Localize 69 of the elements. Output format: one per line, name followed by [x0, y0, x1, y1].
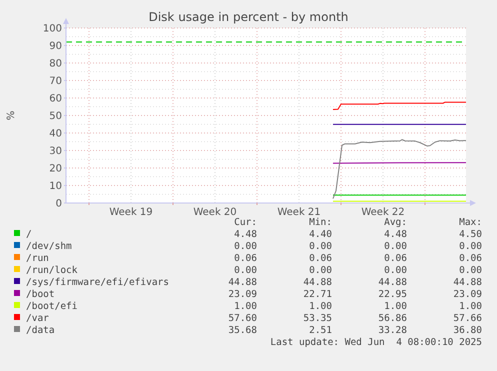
text: 0.00 [384, 265, 408, 276]
text: 4.48 [384, 229, 408, 240]
y-tick-label: 20 [49, 164, 62, 174]
y-tick-label: 40 [49, 128, 62, 140]
text: 0.06 [309, 253, 332, 264]
legend-label: / [26, 229, 32, 240]
text: 57.66 [453, 313, 482, 324]
line-series [332, 139, 466, 200]
text: 1.00 [309, 301, 332, 312]
text: 0.06 [234, 253, 258, 264]
legend-label: /boot [26, 289, 55, 300]
text: Cur: [234, 217, 257, 228]
text: 0.00 [309, 241, 332, 252]
text: 33.28 [378, 325, 408, 336]
y-tick-label: 90 [49, 41, 62, 52]
text: 35.68 [228, 325, 258, 336]
legend-label: /boot/efi [26, 301, 78, 312]
text: 23.09 [453, 289, 482, 300]
x-tick-label: Week 19 [109, 207, 153, 218]
text: Min: [309, 217, 332, 228]
text: 0.00 [234, 265, 258, 276]
y-tick-label: 30 [49, 146, 62, 157]
legend-label: /run [26, 253, 49, 264]
text: 1.00 [234, 301, 258, 312]
y-tick-label: 10 [49, 181, 62, 192]
legend-label: /data [26, 325, 55, 336]
text: 22.71 [303, 289, 332, 300]
text: 23.09 [228, 289, 258, 300]
text: Last update: Wed Jun 4 08:00:10 2025 [270, 337, 482, 348]
text: 0.00 [459, 265, 482, 276]
text: 4.50 [459, 229, 482, 240]
text: 0.00 [309, 265, 332, 276]
x-tick-label: Week 21 [277, 207, 321, 218]
y-tick-label: 0 [56, 198, 62, 210]
text: 4.40 [309, 229, 332, 240]
line-series [332, 102, 466, 110]
legend-label: /var [26, 313, 50, 324]
text: 4.48 [234, 229, 258, 240]
text: Avg: [384, 217, 407, 228]
x-tick-label: Week 20 [193, 207, 237, 218]
text: 44.88 [453, 277, 482, 288]
text: 2.51 [309, 325, 332, 336]
text: Max: [459, 217, 482, 228]
y-tick-label: 50 [49, 111, 62, 122]
y-tick-label: 100 [42, 24, 62, 34]
text: 53.35 [303, 313, 332, 324]
chart-title: Disk usage in percent - by month [148, 10, 348, 24]
text: 22.95 [378, 289, 407, 300]
text: 44.88 [378, 277, 408, 288]
text: 36.80 [453, 325, 482, 336]
y-axis-title: % [6, 110, 17, 120]
y-tick-label: 80 [49, 58, 62, 70]
legend-label: /run/lock [26, 265, 78, 276]
y-tick-label: 70 [49, 76, 62, 87]
text: 0.00 [234, 241, 258, 252]
legend-label: /dev/shm [26, 241, 72, 252]
legend-label: /sys/firmware/efi/efivars [26, 277, 169, 288]
text: 56.86 [378, 313, 408, 324]
y-tick-label: 60 [49, 94, 62, 104]
text: 44.88 [303, 277, 332, 288]
x-tick-label: Week 22 [361, 207, 405, 218]
text: 1.00 [384, 301, 408, 312]
text: 0.06 [459, 253, 482, 264]
text: 0.00 [459, 241, 482, 252]
text: 1.00 [459, 301, 482, 312]
text: 57.60 [228, 313, 258, 324]
text: 0.00 [384, 241, 408, 252]
text: 44.88 [228, 277, 258, 288]
text: 0.06 [384, 253, 408, 264]
